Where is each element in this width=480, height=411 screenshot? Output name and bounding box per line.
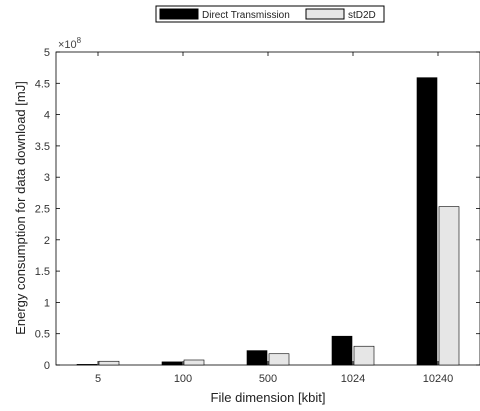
y-tick-label: 1 [44,297,50,309]
bar-std2d-100 [183,359,205,366]
bar-direct-transmission-1024 [331,335,353,366]
y-axis-label: Energy consumption for data download [mJ… [13,81,28,335]
plot-area: 0 0.5 1 1.5 2 2.5 3 3.5 4 4.5 5 5 100 500 1024 10240 [35,47,480,385]
bar-std2d-10240 [438,206,460,366]
bar-direct-transmission-100 [161,361,183,366]
legend-swatch-std2d [305,8,345,20]
y-tick-label: 3 [44,172,50,184]
bar-std2d-5 [98,360,120,366]
x-axis-label: File dimension [kbit] [211,390,326,405]
legend: Direct Transmission stD2D [155,5,385,23]
legend-label-std2d: stD2D [348,10,376,21]
y-tick-label: 4 [44,110,50,122]
x-tick-label: 10240 [423,373,454,385]
bar-direct-transmission-5 [76,364,98,366]
legend-label-direct-transmission: Direct Transmission [202,10,290,21]
y-axis-ticks: 0 0.5 1 1.5 2 2.5 3 3.5 4 4.5 5 [35,47,480,372]
bar-std2d-500 [268,353,290,366]
y-axis-exponent: ×108 [58,36,82,51]
y-tick-label: 5 [44,47,50,59]
y-tick-label: 0 [44,360,50,372]
y-tick-label: 4.5 [35,78,50,90]
bars-group [76,77,460,366]
legend-swatch-direct-transmission [159,8,199,20]
bar-direct-transmission-500 [246,350,268,366]
x-tick-label: 100 [174,373,192,385]
y-tick-label: 1.5 [35,266,50,278]
x-tick-label: 1024 [341,373,365,385]
y-tick-label: 2 [44,235,50,247]
bar-direct-transmission-10240 [416,77,438,366]
x-tick-label: 500 [259,373,277,385]
y-tick-label: 0.5 [35,329,50,341]
x-tick-label: 5 [95,373,101,385]
y-tick-label: 2.5 [35,204,50,216]
x-axis-ticks: 5 100 500 1024 10240 [95,52,453,385]
y-tick-label: 3.5 [35,141,50,153]
plot-frame [55,51,480,366]
bar-std2d-1024 [353,345,375,366]
